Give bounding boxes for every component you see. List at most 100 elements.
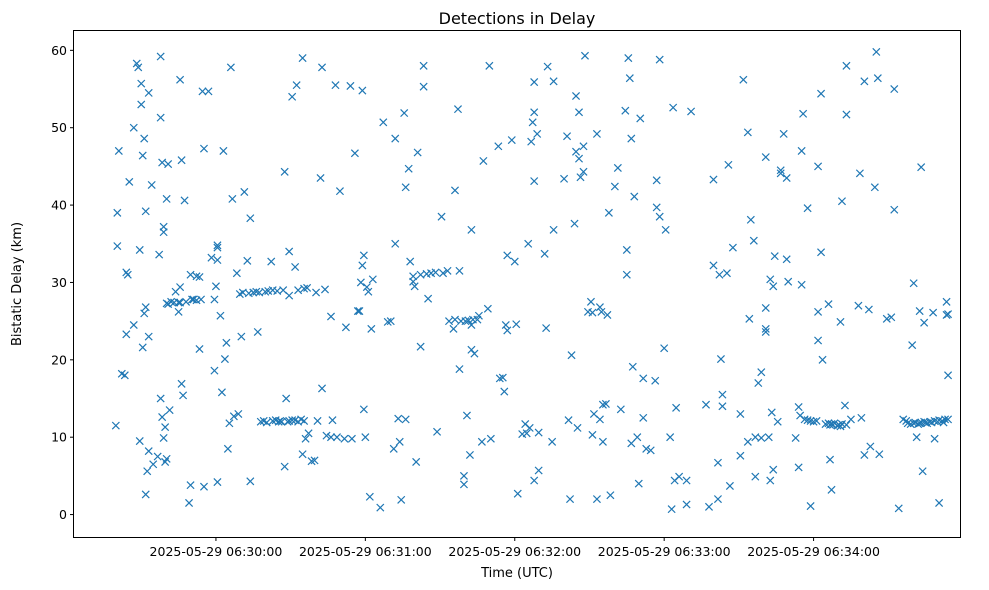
data-point <box>592 495 601 504</box>
data-point <box>455 365 464 374</box>
data-point <box>219 146 228 155</box>
data-point <box>246 477 255 486</box>
data-point <box>512 320 521 329</box>
data-point <box>661 225 670 234</box>
x-axis: 2025-05-29 06:30:00 2025-05-29 06:31:00 20… <box>150 537 880 559</box>
chart-title: Detections in Delay <box>439 9 596 28</box>
data-point <box>267 257 276 266</box>
y-tick-label: 0 <box>59 507 67 522</box>
data-point <box>453 105 463 114</box>
x-tick-label: 2025-05-29 06:34:00 <box>747 544 880 559</box>
data-point <box>174 298 183 307</box>
data-point <box>198 87 207 96</box>
data-point <box>362 283 371 292</box>
data-point <box>317 384 327 393</box>
data-point <box>138 151 147 160</box>
data-point <box>416 342 425 351</box>
data-point <box>300 284 309 293</box>
data-point <box>528 118 537 127</box>
data-point <box>240 187 249 196</box>
data-point <box>234 409 243 419</box>
data-point <box>470 349 479 358</box>
data-point <box>364 287 373 296</box>
data-point <box>140 134 149 143</box>
data-point <box>282 394 291 403</box>
data-point <box>757 368 766 377</box>
data-point <box>461 317 470 326</box>
data-point <box>540 249 549 258</box>
data-point <box>814 336 823 345</box>
data-point <box>176 75 185 84</box>
data-point <box>622 245 631 254</box>
y-tick-label: 60 <box>51 43 67 58</box>
data-point <box>784 277 793 286</box>
data-point <box>870 183 879 192</box>
data-point <box>494 142 503 151</box>
data-point <box>346 81 355 90</box>
data-point <box>571 147 581 156</box>
y-tick-label: 40 <box>51 198 67 213</box>
data-point <box>419 82 428 91</box>
data-point <box>459 471 468 480</box>
data-point <box>606 491 615 500</box>
data-point <box>137 79 146 88</box>
data-point <box>764 433 773 442</box>
data-point <box>633 433 642 442</box>
data-point <box>736 409 745 419</box>
x-tick-label: 2025-05-29 06:32:00 <box>448 544 581 559</box>
data-point <box>467 345 476 354</box>
data-point <box>598 437 607 446</box>
data-point <box>158 413 167 422</box>
data-point <box>549 225 558 234</box>
data-point <box>213 241 222 250</box>
plot-area-frame <box>73 30 961 538</box>
data-point <box>365 492 374 501</box>
data-point <box>624 54 633 63</box>
data-point <box>842 110 851 119</box>
data-point <box>153 452 162 461</box>
data-point <box>280 167 289 176</box>
data-point <box>616 405 625 414</box>
data-point <box>751 472 760 481</box>
data-point <box>485 61 494 70</box>
y-tick-label: 10 <box>51 430 67 445</box>
data-point <box>715 270 724 279</box>
data-point <box>326 312 336 321</box>
data-point <box>812 416 821 425</box>
data-point <box>404 164 413 173</box>
data-point <box>769 465 778 474</box>
data-point <box>522 429 531 438</box>
data-point <box>627 439 636 448</box>
data-point <box>909 279 918 288</box>
data-point <box>285 247 294 256</box>
data-point <box>379 118 388 127</box>
data-point <box>622 270 631 279</box>
data-point <box>872 47 881 56</box>
data-point <box>809 417 818 426</box>
data-point <box>129 320 138 330</box>
data-point <box>573 423 582 432</box>
data-point <box>944 371 953 380</box>
data-point <box>277 417 286 426</box>
data-point <box>401 415 410 424</box>
data-point <box>803 204 812 213</box>
data-point <box>857 413 866 422</box>
data-point <box>486 434 495 443</box>
data-point <box>628 362 637 371</box>
data-point <box>156 113 165 122</box>
data-point <box>894 504 903 513</box>
data-point <box>718 390 727 399</box>
data-point <box>942 297 951 306</box>
data-point <box>147 180 156 189</box>
data-point <box>164 160 173 169</box>
data-point <box>444 317 454 326</box>
data-point <box>890 205 899 214</box>
data-point <box>728 243 737 252</box>
data-point <box>123 270 132 279</box>
data-point <box>576 173 585 182</box>
data-point <box>846 415 855 424</box>
data-point <box>213 478 222 487</box>
data-point <box>355 307 364 316</box>
data-point <box>213 255 222 265</box>
data-point <box>192 272 201 281</box>
